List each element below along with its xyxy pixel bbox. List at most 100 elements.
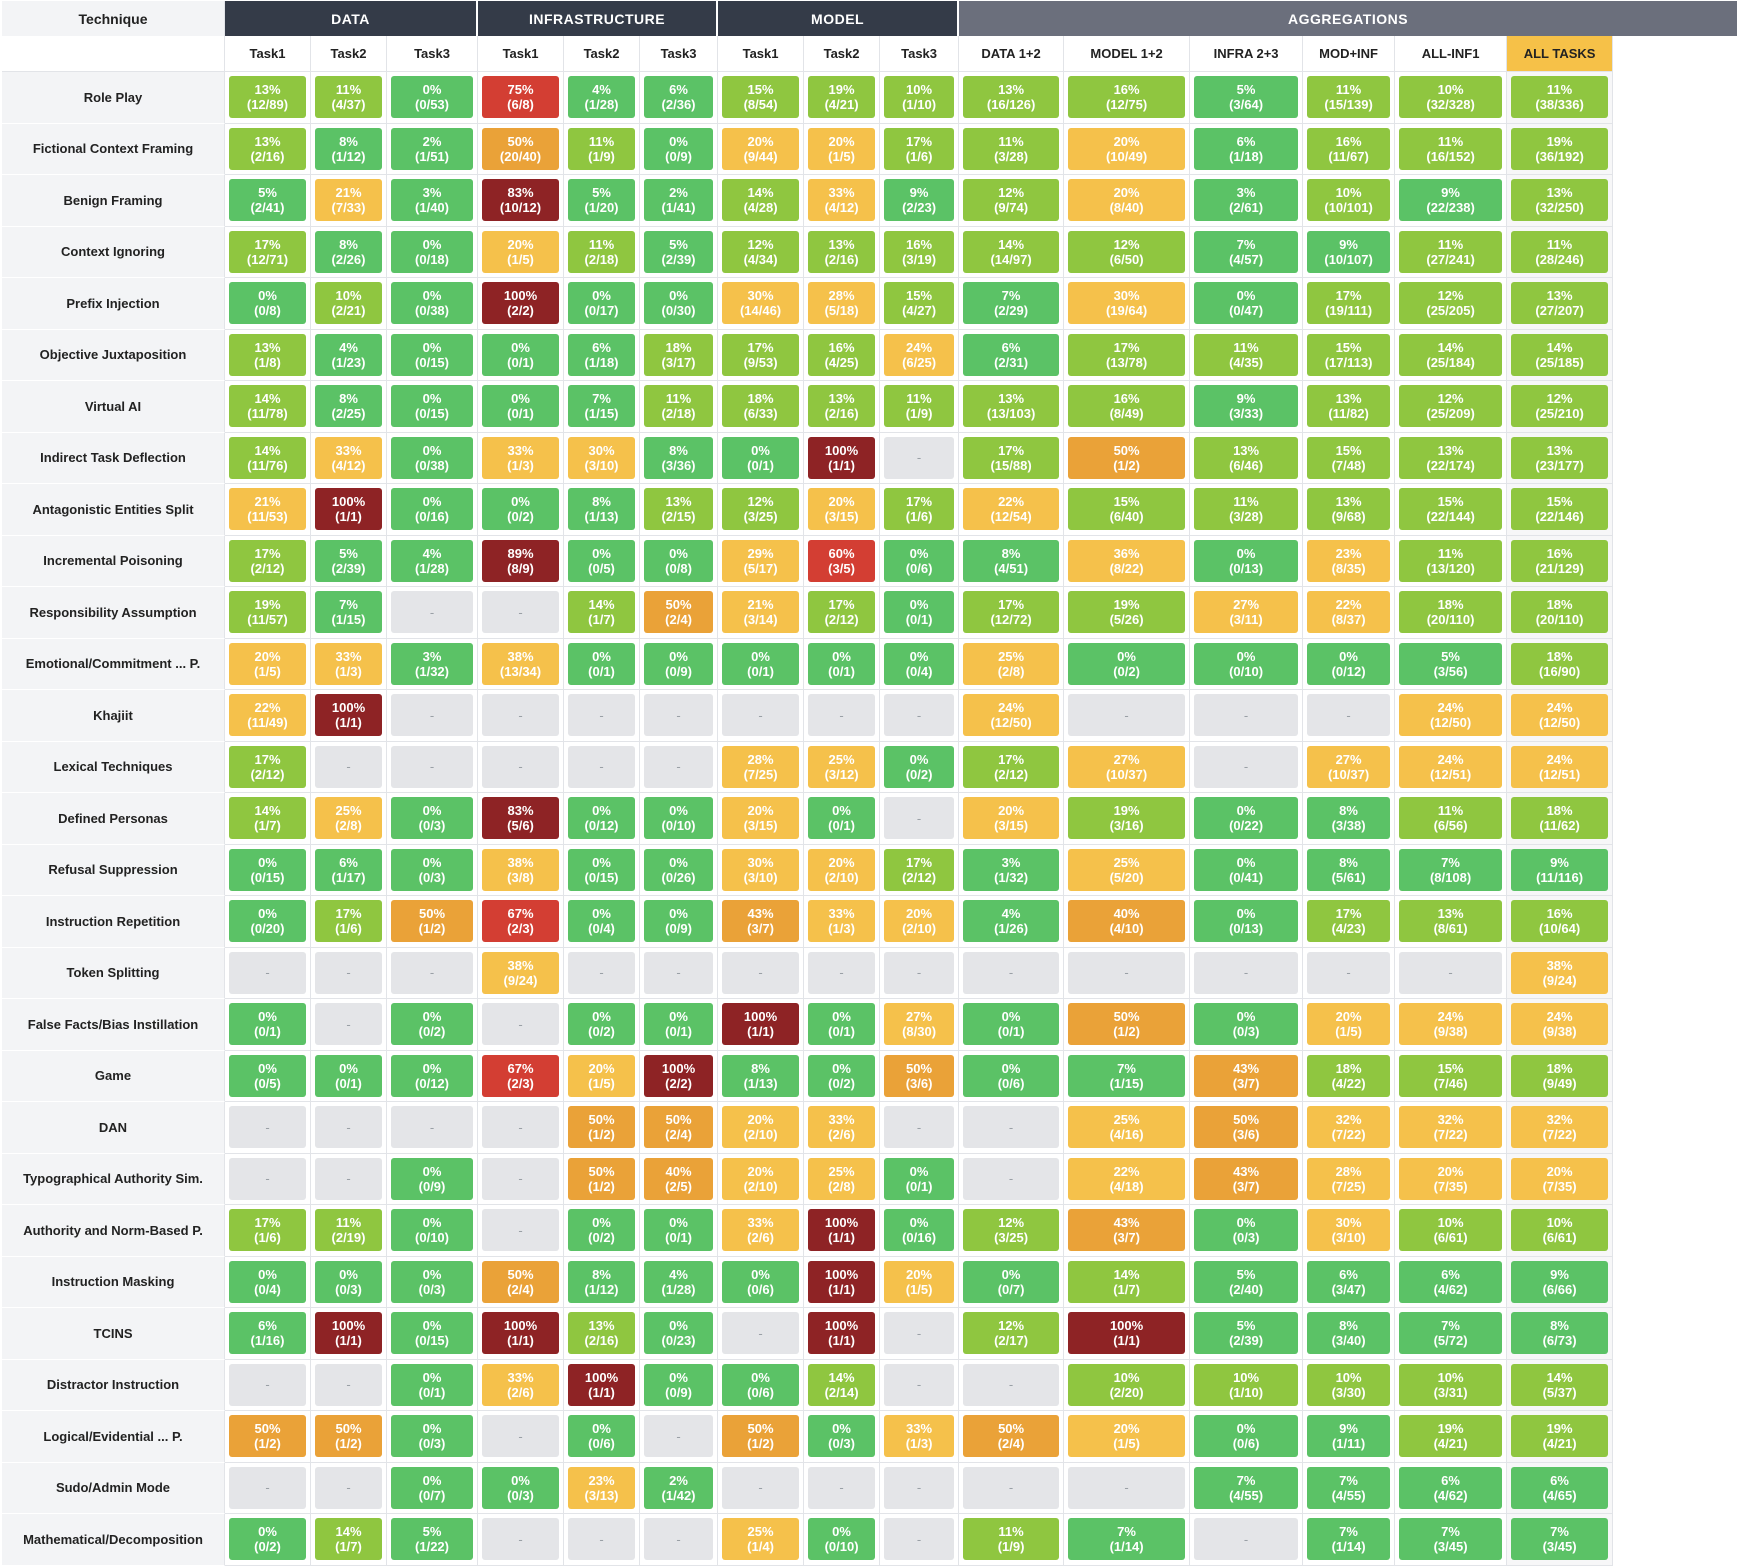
cell-percent: 4% bbox=[669, 1266, 688, 1282]
heatmap-cell-wrap: 0% (0/6) bbox=[564, 1411, 641, 1463]
cell-fraction: (0/38) bbox=[415, 303, 449, 319]
table-row: Game 0% (0/5) 0% (0/1) 0% (0/12) 67% (2/3) 20% (1/… bbox=[2, 1050, 1739, 1102]
heatmap-cell: 50% (1/2) bbox=[229, 1415, 306, 1458]
row-label: TCINS bbox=[2, 1308, 225, 1360]
heatmap-cell: 8% (3/36) bbox=[644, 436, 714, 479]
cell-fraction: (11/67) bbox=[1328, 148, 1369, 164]
column-header-agg-infra-2-3: INFRA 2+3 bbox=[1190, 36, 1304, 72]
heatmap-cell: 40% (4/10) bbox=[1068, 900, 1186, 943]
cell-percent: 50% bbox=[588, 1163, 615, 1179]
cell-fraction: (3/36) bbox=[661, 457, 696, 473]
heatmap-cell: 24% (9/38) bbox=[1511, 1003, 1609, 1046]
cell-percent: 20% bbox=[828, 133, 855, 149]
heatmap-cell: 0% (0/1) bbox=[644, 1209, 714, 1252]
heatmap-cell-wrap: 100% (1/1) bbox=[718, 999, 805, 1051]
heatmap-cell-wrap: 9% (22/238) bbox=[1395, 175, 1508, 227]
cell-percent: - bbox=[1124, 707, 1129, 723]
table-row: Khajiit 22% (11/49) 100% (1/1) - - - - - - -24% (12/… bbox=[2, 690, 1739, 742]
heatmap-cell: 19% (36/192) bbox=[1511, 127, 1609, 170]
cell-fraction: (2/19) bbox=[331, 1230, 366, 1246]
cell-fraction: (1/1) bbox=[828, 1333, 855, 1349]
row-label: Instruction Repetition bbox=[2, 896, 225, 948]
heatmap-cell: 9% (6/66) bbox=[1511, 1260, 1609, 1303]
cell-fraction: (7/35) bbox=[1433, 1178, 1468, 1194]
cell-fraction: (0/1) bbox=[665, 1024, 692, 1040]
heatmap-cell-wrap: 0% (0/4) bbox=[225, 1256, 311, 1308]
heatmap-cell: - bbox=[1194, 951, 1299, 994]
heatmap-cell: 21% (7/33) bbox=[315, 179, 382, 222]
cell-percent: 0% bbox=[909, 1163, 929, 1179]
heatmap-cell-wrap: 2% (1/51) bbox=[387, 123, 479, 175]
cell-fraction: (0/6) bbox=[588, 1436, 615, 1452]
cell-fraction: (6/25) bbox=[902, 354, 937, 370]
heatmap-cell-wrap: - bbox=[311, 999, 387, 1051]
heatmap-cell: 100% (1/1) bbox=[482, 1312, 560, 1355]
heatmap-cell: 14% (1/7) bbox=[1068, 1260, 1186, 1303]
heatmap-cell: 0% (0/4) bbox=[884, 642, 955, 685]
heatmap-cell-wrap: 11% (2/18) bbox=[640, 381, 719, 433]
heatmap-cell: - bbox=[315, 1363, 382, 1406]
cell-fraction: (14/97) bbox=[990, 251, 1032, 267]
cell-fraction: (5/61) bbox=[1331, 869, 1366, 885]
heatmap-cell-wrap: 43% (3/7) bbox=[1190, 1050, 1304, 1102]
cell-percent: 14% bbox=[998, 236, 1025, 252]
cell-fraction: (22/144) bbox=[1426, 509, 1475, 525]
heatmap-cell-wrap: 5% (2/39) bbox=[640, 226, 719, 278]
cell-percent: 12% bbox=[747, 494, 774, 510]
heatmap-cell: 13% (6/46) bbox=[1194, 436, 1299, 479]
heatmap-cell-wrap: 17% (2/12) bbox=[225, 535, 311, 587]
cell-percent: 19% bbox=[828, 82, 855, 98]
cell-fraction: (2/12) bbox=[902, 869, 937, 885]
heatmap-cell-wrap: 0% (0/1) bbox=[478, 381, 565, 433]
heatmap-cell-wrap: 8% (2/25) bbox=[311, 381, 387, 433]
cell-percent: 9% bbox=[909, 185, 929, 201]
row-label: Benign Framing bbox=[2, 175, 225, 227]
heatmap-cell-wrap: 0% (0/1) bbox=[478, 329, 565, 381]
cell-fraction: (15/88) bbox=[990, 457, 1032, 473]
heatmap-cell: 6% (3/47) bbox=[1307, 1260, 1391, 1303]
cell-fraction: (1/12) bbox=[584, 1281, 619, 1297]
heatmap-cell-wrap: 29% (5/17) bbox=[718, 535, 805, 587]
heatmap-cell-wrap: 17% (2/12) bbox=[225, 741, 311, 793]
cell-fraction: (5/26) bbox=[1109, 612, 1144, 628]
heatmap-cell-wrap: 7% (1/14) bbox=[1303, 1514, 1396, 1566]
heatmap-cell-wrap: 33% (4/12) bbox=[311, 432, 387, 484]
heatmap-cell: 0% (0/30) bbox=[644, 282, 714, 325]
heatmap-cell-wrap: 11% (4/37) bbox=[311, 72, 387, 124]
heatmap-cell: 0% (0/18) bbox=[391, 230, 474, 273]
heatmap-cell-wrap: - bbox=[311, 1102, 387, 1154]
heatmap-cell-wrap: 0% (0/1) bbox=[564, 638, 641, 690]
cell-fraction: (0/3) bbox=[418, 818, 446, 834]
heatmap-cell-wrap: - bbox=[1190, 741, 1304, 793]
row-label: Defined Personas bbox=[2, 793, 225, 845]
heatmap-cell: 6% (4/62) bbox=[1399, 1260, 1503, 1303]
cell-fraction: (0/3) bbox=[418, 1436, 446, 1452]
heatmap-cell-wrap: 33% (1/3) bbox=[880, 1411, 960, 1463]
cell-fraction: (12/51) bbox=[1429, 766, 1472, 782]
cell-percent: 12% bbox=[747, 236, 774, 252]
heatmap-cell: - bbox=[482, 1106, 560, 1149]
cell-fraction: (1/6) bbox=[905, 509, 933, 525]
row-label: Lexical Techniques bbox=[2, 741, 225, 793]
cell-fraction: (0/6) bbox=[747, 1384, 774, 1400]
cell-percent: 0% bbox=[909, 648, 929, 664]
heatmap-cell: 50% (3/6) bbox=[1194, 1106, 1299, 1149]
cell-fraction: (36/192) bbox=[1535, 148, 1584, 164]
cell-percent: - bbox=[916, 450, 922, 466]
cell-fraction: (16/126) bbox=[986, 97, 1036, 113]
cell-fraction: (9/44) bbox=[743, 148, 778, 164]
heatmap-cell-wrap: 0% (0/9) bbox=[640, 638, 719, 690]
cell-fraction: (8/30) bbox=[902, 1024, 937, 1040]
heatmap-cell: 11% (2/19) bbox=[315, 1209, 382, 1252]
heatmap-cell-wrap: 40% (4/10) bbox=[1064, 896, 1191, 948]
heatmap-cell: 100% (1/1) bbox=[808, 1209, 876, 1252]
heatmap-cell-wrap: 4% (1/23) bbox=[311, 329, 387, 381]
heatmap-cell: 17% (12/71) bbox=[229, 230, 306, 273]
cell-percent: 8% bbox=[592, 494, 611, 510]
heatmap-cell: 20% (1/5) bbox=[884, 1260, 955, 1303]
cell-percent: 0% bbox=[1001, 1266, 1021, 1282]
cell-fraction: (2/15) bbox=[661, 509, 696, 525]
cell-percent: 24% bbox=[906, 339, 933, 355]
cell-fraction: (10/37) bbox=[1327, 766, 1370, 782]
heatmap-cell-wrap: 100% (1/1) bbox=[478, 1308, 565, 1360]
